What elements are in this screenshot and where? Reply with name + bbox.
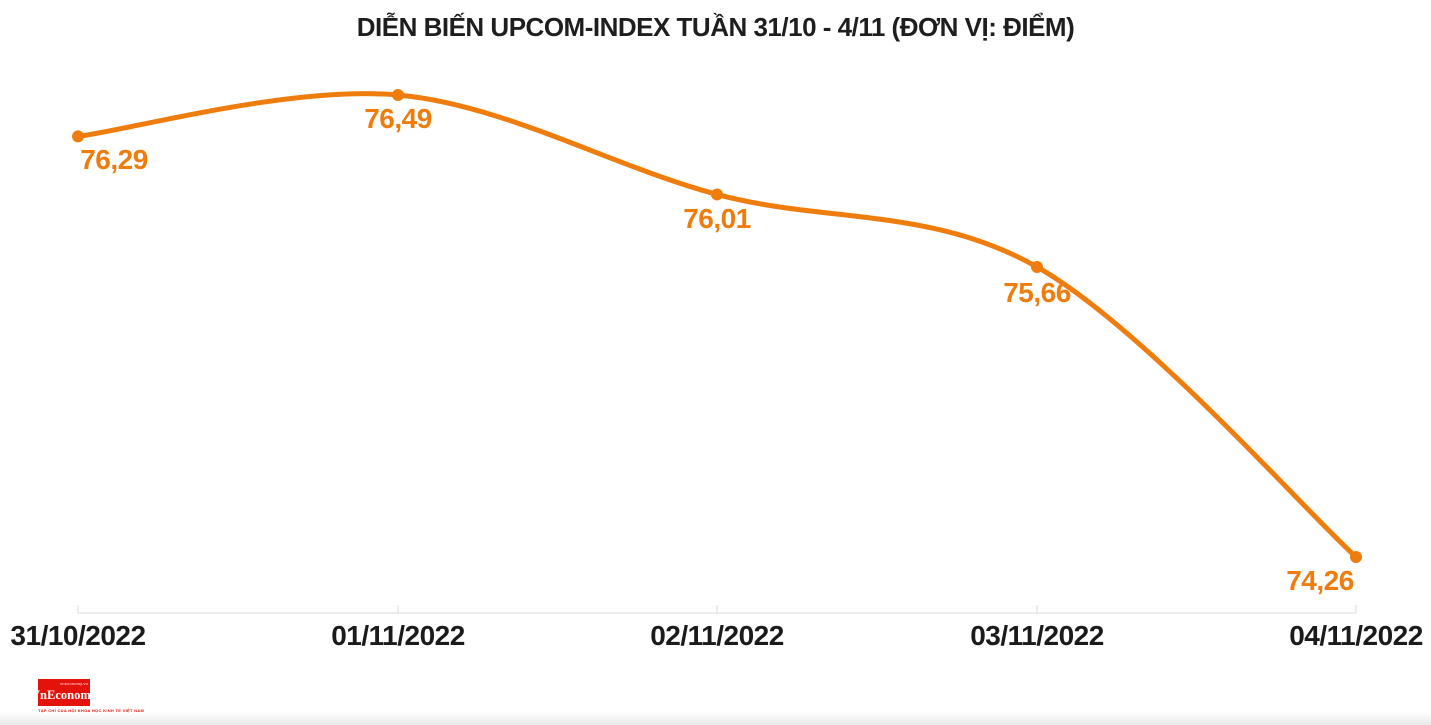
data-point-marker [711,188,723,201]
data-point-label: 76,49 [364,103,432,134]
vneconomy-logo-box: vneconomy.vn VnEconomy [31,679,97,706]
vneconomy-tagline: TẠP CHÍ CỦA HỘI KHOA HỌC KINH TẾ VIỆT NA… [38,708,145,713]
data-point-marker [392,89,404,101]
x-axis-label: 04/11/2022 [1289,620,1423,651]
data-point-marker [1350,550,1362,563]
vneconomy-logo-small-text: vneconomy.vn [60,681,88,686]
x-axis-label: 31/10/2022 [10,620,146,651]
data-point-marker [72,130,84,143]
data-point-marker [1031,260,1043,273]
x-axis-label: 03/11/2022 [970,620,1104,651]
index-line-series [75,91,1359,560]
data-point-label: 74,26 [1286,564,1354,596]
bottom-gradient-strip [0,712,1431,725]
data-point-label: 75,66 [1003,276,1071,308]
data-point-label: 76,29 [80,144,148,176]
vneconomy-wordmark: VnEconomy [31,687,97,702]
vneconomy-logo: vneconomy.vn VnEconomy TẠP CHÍ CỦA HỘI K… [31,679,145,713]
data-point-label: 76,01 [683,203,751,235]
x-axis-label: 02/11/2022 [650,620,784,651]
x-axis-label: 01/11/2022 [331,620,465,651]
chart-title: DIỄN BIẾN UPCOM-INDEX TUẦN 31/10 - 4/11 … [356,12,1075,42]
